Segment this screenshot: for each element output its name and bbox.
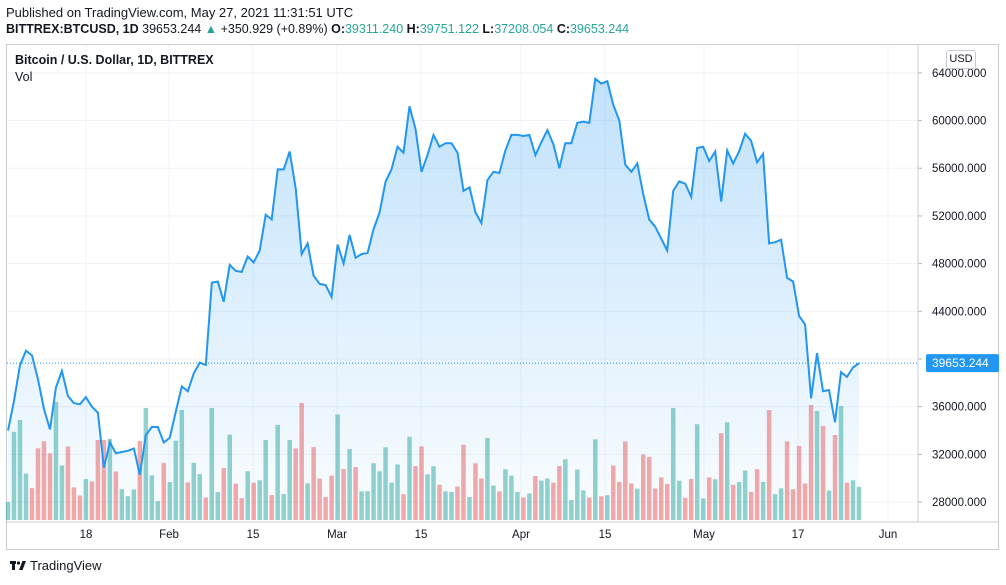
open-value: 39311.240 [344,22,404,36]
footer-brand-label: TradingView [30,558,102,573]
low-label: L: [482,22,495,36]
x-tick-label: 18 [80,529,93,541]
high-label: H: [406,22,420,36]
x-tick-label: May [693,529,715,541]
change-value: +350.929 (+0.89%) [220,22,328,36]
y-tick-label: 32000.000 [932,449,986,461]
volume-bar [5,502,11,520]
low-value: 37208.054 [494,22,554,36]
x-tick-label: 15 [247,529,260,541]
y-tick-label: 64000.000 [932,68,986,80]
currency-button[interactable]: USD [946,50,976,69]
close-value: 39653.244 [570,22,630,36]
close-label: C: [556,22,571,36]
x-tick-label: 17 [792,529,805,541]
x-tick-label: 15 [599,529,612,541]
y-tick-label: 28000.000 [932,497,986,509]
open-label: O: [331,22,345,36]
y-tick-label: 52000.000 [932,211,986,223]
chart-frame [6,44,999,550]
last-price-label: 39653.244 [926,354,999,373]
high-value: 39751.122 [419,22,479,36]
footer-brand[interactable]: TradingView [10,558,102,573]
price-line [7,76,860,475]
chart-legend-title: Bitcoin / U.S. Dollar, 1D, BITTREX [15,53,214,67]
tradingview-logo-icon [10,561,26,570]
x-tick-label: Apr [512,529,530,541]
up-arrow-icon: ▲ [204,22,218,36]
x-tick-label: Mar [327,529,347,541]
y-tick-label: 56000.000 [932,163,986,175]
published-caption: Published on TradingView.com, May 27, 20… [6,5,354,20]
x-tick-label: 15 [415,529,428,541]
y-tick-label: 36000.000 [932,402,986,414]
y-tick-label: 48000.000 [932,259,986,271]
y-tick-label: 60000.000 [932,116,986,128]
x-tick-label: Jun [879,529,898,541]
quote-bar: BITTREX:BTCUSD, 1D 39653.244 ▲ +350.929 … [6,22,629,36]
svg-text:39653.244: 39653.244 [932,356,989,370]
symbol-label: BITTREX:BTCUSD, 1D [6,22,139,36]
price-area [8,78,859,521]
last-price: 39653.244 [142,22,202,36]
y-tick-label: 44000.000 [932,306,986,318]
x-tick-label: Feb [159,529,179,541]
volume-legend: Vol [15,70,33,84]
